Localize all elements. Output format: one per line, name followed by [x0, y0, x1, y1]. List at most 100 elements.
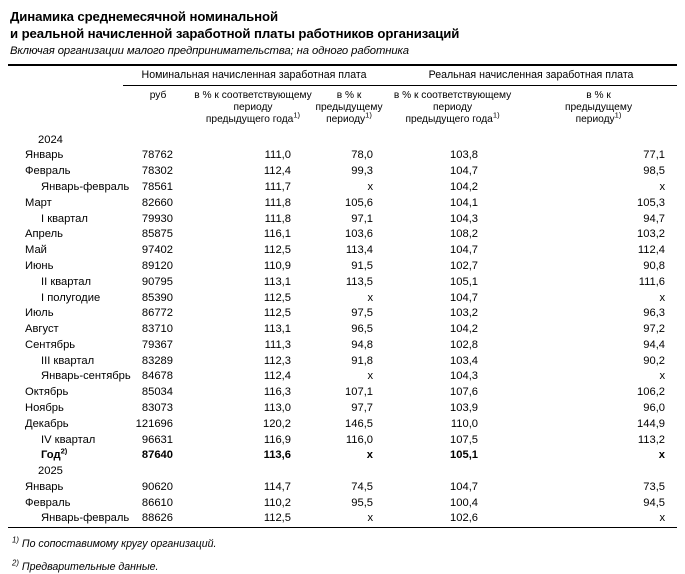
statistics-table-page: Динамика среднемесячной номинальной и ре…: [8, 8, 678, 573]
cell-real-prev: 96,0: [643, 401, 666, 414]
cell-rub: 90795: [141, 275, 173, 288]
cell-nominal-yoy: 111,8: [264, 196, 291, 209]
cell-nominal-yoy: 112,5: [263, 512, 291, 525]
cell-rub: 121696: [135, 417, 173, 430]
cell-real-yoy: 105,1: [450, 275, 479, 288]
cell-rub: 78762: [141, 149, 173, 162]
table-row: Апрель 85875 116,1 103,6 108,2 103,2: [8, 227, 677, 243]
column-header-real-yoy: в % к соответствующему периоду предыдуще…: [385, 86, 520, 133]
cell-real-prev: 90,8: [643, 259, 666, 272]
table-row: Январь 78762 111,0 78,0 103,8 77,1: [8, 148, 677, 164]
cell-real-yoy: 103,2: [450, 307, 479, 320]
footnotes: 1) По сопоставимому кругу организаций. 2…: [12, 535, 677, 574]
table-row: 2025: [8, 464, 677, 480]
cell-real-yoy: 104,7: [450, 244, 479, 257]
column-header-row: руб в % к соответствующему периоду преды…: [8, 86, 677, 133]
real-prev-line-2: предыдущему: [564, 102, 633, 114]
row-label: IV квартал: [41, 433, 96, 446]
cell-real-prev: 103,2: [637, 228, 666, 241]
cell-nominal-prev: х: [367, 291, 374, 304]
row-label: Сентябрь: [25, 338, 76, 351]
table-row: Сентябрь 79367 111,3 94,8 102,8 94,4: [8, 338, 677, 354]
row-label: Февраль: [25, 496, 71, 509]
cell-nominal-yoy: 116,1: [263, 228, 291, 241]
table-row: Январь 90620 114,7 74,5 104,7 73,5: [8, 480, 677, 496]
footnote-1-marker: 1): [12, 535, 19, 545]
table-row: Год2) 87640 113,6 х 105,1 х: [8, 446, 677, 464]
cell-nominal-prev: 97,5: [351, 307, 374, 320]
nominal-prev-line-3: периоду: [326, 114, 366, 126]
cell-nominal-yoy: 116,3: [263, 386, 291, 399]
row-label: Январь: [25, 480, 64, 493]
cell-real-yoy: 105,1: [450, 449, 479, 462]
cell-real-yoy: 103,4: [450, 354, 479, 367]
table-body: 2024 Январь 78762 111,0 78,0 103,8 77,1 Февраль…: [8, 133, 677, 528]
table-head: Номинальная начисленная заработная плата…: [8, 66, 678, 133]
cell-real-prev: 105,3: [637, 196, 666, 209]
cell-real-prev: [520, 133, 677, 149]
cell-rub: 90620: [141, 480, 173, 493]
page-title-line-1: Динамика среднемесячной номинальной: [10, 9, 278, 24]
cell-real-prev: 94,4: [643, 338, 666, 351]
cell-rub: [123, 133, 193, 149]
table-row: Май 97402 112,5 113,4 104,7 112,4: [8, 243, 677, 259]
footnote-2-text: Предварительные данные.: [21, 561, 159, 574]
cell-nominal-prev: [313, 464, 385, 480]
table-row: Январь-сентябрь 84678 112,4 х 104,3 х: [8, 369, 677, 385]
cell-nominal-prev: 94,8: [351, 338, 374, 351]
table-row: III квартал 83289 112,3 91,8 103,4 90,2: [8, 354, 677, 370]
cell-nominal-yoy: [193, 133, 313, 149]
table-row: II квартал 90795 113,1 113,5 105,1 111,6: [8, 275, 677, 291]
footnote-1: 1) По сопоставимому кругу организаций.: [12, 535, 677, 551]
row-label-footnote-marker: 2): [60, 446, 68, 456]
cell-nominal-prev: 116,0: [345, 433, 374, 446]
cell-real-prev: х: [659, 512, 666, 525]
real-yoy-line-1: в % к соответствующему: [393, 90, 512, 101]
row-label: Май: [25, 244, 47, 257]
cell-real-prev: х: [659, 181, 666, 194]
cell-nominal-prev: 91,5: [351, 259, 374, 272]
cell-real-yoy: 104,3: [450, 370, 479, 383]
real-prev-footnote-marker: 1): [614, 111, 622, 121]
cell-nominal-prev: х: [367, 512, 374, 525]
cell-nominal-prev: 107,1: [345, 386, 374, 399]
cell-real-prev: 94,5: [643, 496, 666, 509]
cell-nominal-yoy: 113,1: [263, 275, 291, 288]
row-label: III квартал: [41, 354, 95, 367]
table-top-rule: [8, 64, 677, 66]
cell-nominal-prev: х: [366, 449, 374, 462]
page-title: Динамика среднемесячной номинальной и ре…: [10, 8, 677, 42]
table-row: Февраль 78302 112,4 99,3 104,7 98,5: [8, 164, 677, 180]
cell-nominal-prev: 95,5: [351, 496, 374, 509]
cell-real-prev: 96,3: [643, 307, 666, 320]
cell-nominal-yoy: 114,7: [263, 480, 291, 493]
table-row: IV квартал 96631 116,9 116,0 107,5 113,2: [8, 432, 677, 448]
real-prev-line-1: в % к: [586, 90, 611, 101]
cell-rub: 85390: [141, 291, 173, 304]
cell-real-prev: 112,4: [637, 244, 666, 257]
cell-real-prev: 73,5: [643, 480, 666, 493]
cell-rub: 88626: [141, 512, 173, 525]
cell-nominal-yoy: 111,0: [264, 149, 291, 162]
cell-real-yoy: [385, 133, 520, 149]
cell-real-yoy: 102,7: [450, 259, 479, 272]
cell-real-yoy: 104,7: [450, 480, 479, 493]
row-label: Август: [25, 323, 59, 336]
table-row: Август 83710 113,1 96,5 104,2 97,2: [8, 322, 677, 338]
cell-real-yoy: [385, 464, 520, 480]
cell-nominal-yoy: 116,9: [263, 433, 291, 446]
real-prev-line-3: периоду: [575, 114, 615, 126]
cell-real-yoy: 104,7: [450, 165, 479, 178]
cell-nominal-yoy: 112,4: [263, 370, 291, 383]
nominal-yoy-footnote-marker: 1): [293, 111, 301, 121]
cell-nominal-prev: 99,3: [351, 165, 374, 178]
table-row: Июнь 89120 110,9 91,5 102,7 90,8: [8, 259, 677, 275]
row-label: Октябрь: [25, 386, 69, 399]
row-label: Апрель: [25, 228, 63, 241]
group-header-spacer: [8, 66, 123, 86]
row-label: Январь-сентябрь: [41, 370, 131, 383]
table-row: I полугодие 85390 112,5 х 104,7 х: [8, 290, 677, 306]
cell-rub: 97402: [141, 244, 173, 257]
group-header-nominal: Номинальная начисленная заработная плата: [123, 66, 386, 86]
row-label: Январь-февраль: [41, 181, 130, 194]
